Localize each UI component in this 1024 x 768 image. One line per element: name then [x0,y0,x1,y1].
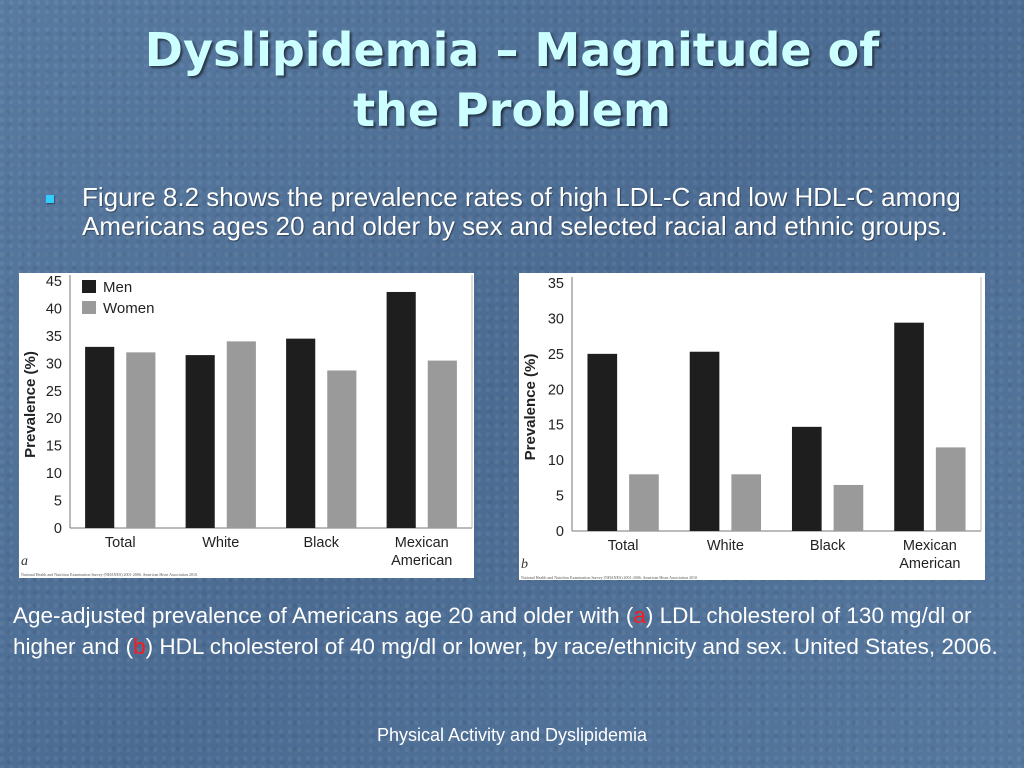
panel-letter: b [521,557,528,572]
source-note: National Health and Nutrition Examinatio… [21,572,198,577]
y-tick-label: 45 [46,274,62,290]
caption-part-3: ) HDL cholesterol of 40 mg/dl or lower, … [145,634,998,659]
y-tick-label: 15 [548,418,564,434]
y-axis-label: Prevalence (%) [22,351,39,458]
x-tick-label: American [391,553,452,569]
x-tick-label: American [899,556,960,572]
bar-men-mexican [894,322,924,531]
bar-women-total [629,474,659,531]
x-tick-label: Mexican [903,538,957,554]
x-tick-label: White [707,538,744,554]
panel-letter: a [21,554,28,569]
slide-footer: Physical Activity and Dyslipidemia [376,725,648,745]
bullet-square-icon [46,195,54,203]
y-tick-label: 0 [556,524,564,540]
bar-women-total [126,352,156,528]
x-tick-label: Black [810,538,846,554]
legend-label-women: Women [103,300,154,317]
bar-women-white [226,341,256,528]
title-line-1: Dyslipidemia – Magnitude of [144,23,880,77]
bar-women-white [731,474,762,531]
legend-swatch-men [82,280,96,293]
caption-label-a: a [633,603,646,628]
title-line-2: the Problem [353,83,671,137]
y-tick-label: 10 [46,466,62,482]
y-axis-label: Prevalence (%) [522,354,539,461]
bar-women-mexican [427,360,457,528]
chart-b: 0 5 10 15 20 25 30 35 Prevalence (%) Total White Bl… [521,276,982,580]
y-tick-label: 10 [548,453,564,469]
bar-women-mexican [935,447,966,531]
y-tick-label: 30 [548,311,564,327]
y-tick-label: 40 [46,301,62,317]
y-tick-label: 30 [46,356,62,372]
bar-men-black [286,338,316,528]
x-tick-label: Black [304,535,340,551]
x-tick-label: Mexican [395,535,449,551]
x-tick-label: Total [608,538,639,554]
source-note: National Health and Nutrition Examinatio… [521,575,698,580]
x-tick-label: Total [105,535,136,551]
figure-caption: Age-adjusted prevalence of Americans age… [13,600,1003,662]
y-tick-label: 35 [548,276,564,292]
chart-a: 0 5 10 15 20 25 30 35 40 45 Prevalence (%) Total Whi… [21,274,473,577]
chart-panel-b: 0 5 10 15 20 25 30 35 Prevalence (%) Total White Bl… [519,273,985,580]
y-tick-label: 20 [548,382,564,398]
y-tick-label: 20 [46,411,62,427]
bullet-item: Figure 8.2 shows the prevalence rates of… [46,183,966,241]
caption-part-2: ) LDL cholesterol of 130 mg/dl or higher… [13,603,972,659]
bar-men-total [85,346,115,528]
bar-men-black [791,426,822,531]
bar-men-white [689,351,720,531]
y-tick-label: 25 [46,384,62,400]
bullet-text: Figure 8.2 shows the prevalence rates of… [82,182,961,241]
y-tick-label: 5 [54,494,62,510]
y-tick-label: 15 [46,439,62,455]
y-tick-label: 25 [548,347,564,363]
bar-men-total [587,353,618,531]
y-tick-label: 5 [556,489,564,505]
caption-label-b: b [133,634,146,659]
bar-women-black [327,370,357,528]
y-tick-label: 0 [54,521,62,537]
bar-men-mexican [386,291,416,528]
legend-swatch-women [82,301,96,314]
bar-men-white [185,355,215,528]
slide-title: Dyslipidemia – Magnitude of the Problem [0,20,1024,140]
bar-women-black [833,484,864,531]
chart-panel-a: 0 5 10 15 20 25 30 35 40 45 Prevalence (%) Total Whi… [19,273,474,578]
legend-label-men: Men [103,279,132,296]
caption-part-1: Age-adjusted prevalence of Americans age… [13,603,634,628]
y-tick-label: 35 [46,329,62,345]
x-tick-label: White [202,535,239,551]
